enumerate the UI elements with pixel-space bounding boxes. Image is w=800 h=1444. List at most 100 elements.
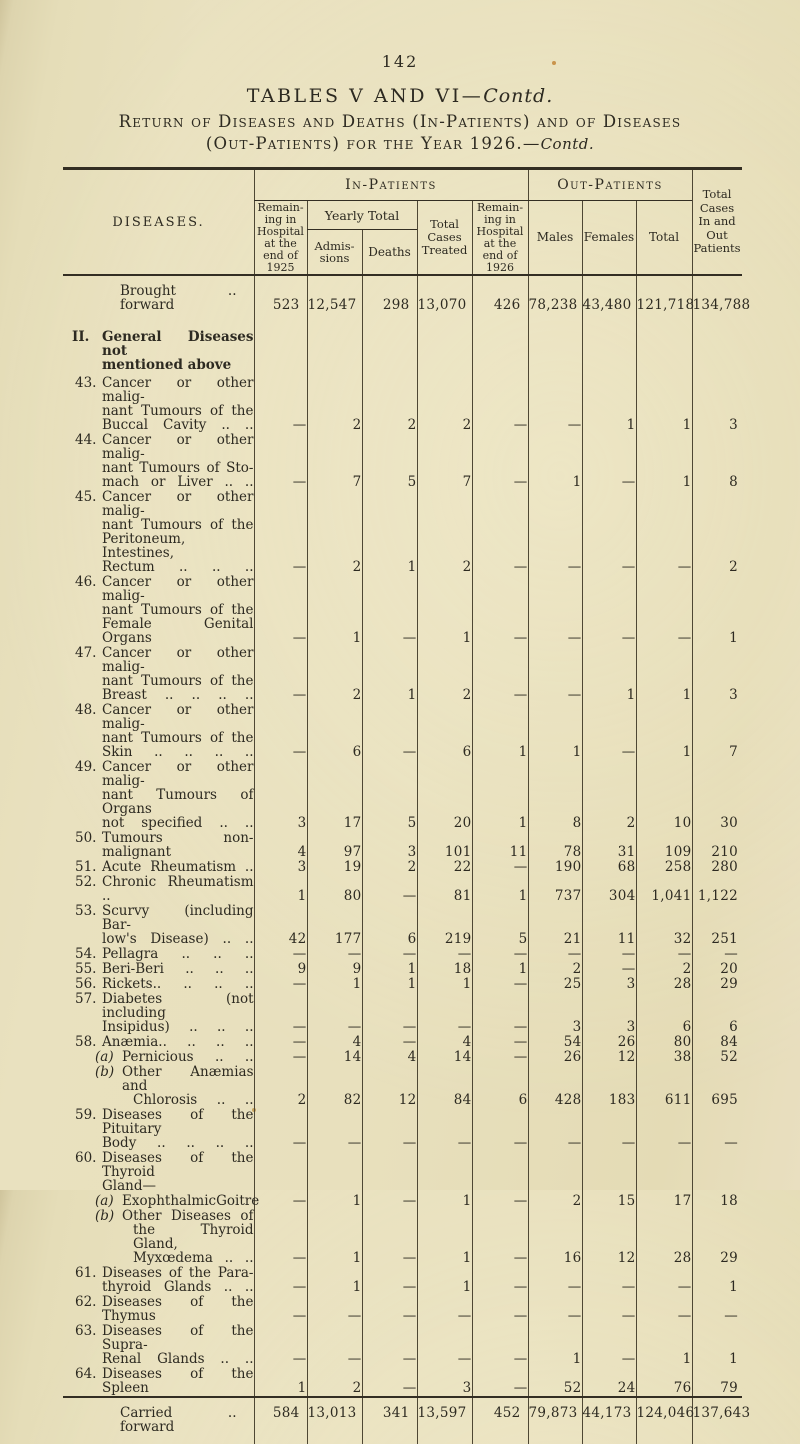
value-cell: 6: [306, 703, 362, 760]
disease-label: 61. Diseases of the Para-thyroid Glands .…: [75, 1265, 254, 1295]
disease-label: Carried forward..: [63, 1396, 254, 1444]
subtitle-contd: Contd.: [540, 135, 595, 153]
value-cell: 2: [361, 860, 417, 875]
value-cell: —: [361, 575, 417, 646]
table-row: 62. Diseases of the Thymus — — — — — — — — —: [63, 1295, 742, 1324]
table-row: 54. Pellagra .. .. .. — — — — — — — — —: [63, 947, 742, 962]
value-cell: 12: [581, 1050, 636, 1065]
diseases-table: DISEASES. In-Patients Out-Patients Remai…: [63, 167, 750, 1444]
disease-label: (b) Other Anæmias and Chlorosis .. ..: [95, 1064, 254, 1108]
value-cell: —: [416, 947, 472, 962]
value-cell: 80: [635, 1035, 692, 1050]
value-cell: —: [253, 1108, 307, 1151]
value-cell: 97: [306, 831, 362, 860]
col-header-males: Males: [536, 230, 574, 244]
column-divider: [362, 230, 363, 274]
value-cell: —: [471, 947, 528, 962]
disease-label: 45. Cancer or other malig-nant Tumours of…: [75, 489, 254, 575]
value-cell: —: [635, 575, 692, 646]
value-cell: —: [253, 575, 307, 646]
value-cell: —: [527, 575, 582, 646]
value-cell: 210: [691, 831, 742, 860]
value-cell: —: [581, 962, 636, 977]
disease-label: 64. Diseases of the Spleen: [75, 1366, 254, 1396]
table-row: 58. Anæmia.. .. .. .. —4—4—54 26 80 84: [63, 1035, 742, 1050]
value-cell: [361, 1151, 417, 1194]
value-cell: —: [253, 977, 307, 992]
col-header-deaths: Deaths: [368, 244, 411, 259]
disease-label: 48. Cancer or other malig-nant Tumours of…: [75, 702, 254, 760]
table-top-rule: [63, 167, 742, 170]
value-cell: —: [253, 646, 307, 703]
table-body: Brought forward.. 523 12,547 298 13,070 426 78…: [63, 276, 750, 1444]
table-row: (b) Other Diseases of the Thyroid Gland, My…: [63, 1209, 742, 1266]
value-cell: 25: [527, 977, 582, 992]
value-cell: —: [581, 1266, 636, 1295]
value-cell: —: [471, 1295, 528, 1324]
table-row: 60. Diseases of the Thyroid Gland—: [63, 1151, 742, 1194]
value-cell: 20: [691, 962, 742, 977]
value-cell: 1,041: [635, 875, 692, 904]
value-cell: 16: [527, 1209, 582, 1266]
table-row: 61. Diseases of the Para-thyroid Glands .…: [63, 1266, 742, 1295]
value-cell: [361, 325, 417, 376]
value-cell: 183: [581, 1065, 636, 1108]
value-cell: —: [471, 1050, 528, 1065]
value-cell: —: [471, 646, 528, 703]
value-cell: 1: [471, 962, 528, 977]
value-cell: 78: [527, 831, 582, 860]
value-cell: —: [527, 1266, 582, 1295]
value-cell: —: [253, 1324, 307, 1367]
value-cell: —: [471, 376, 528, 433]
page-title-main: TABLES V AND VI: [246, 85, 462, 107]
table-row: 45. Cancer or other malig-nant Tumours of…: [63, 490, 742, 575]
value-cell: —: [253, 1035, 307, 1050]
value-cell: 2: [416, 490, 472, 575]
table-row: 43. Cancer or other malig-nant Tumours of…: [63, 376, 742, 433]
value-cell: 7: [306, 433, 362, 490]
value-cell: —: [471, 977, 528, 992]
table-row: II. General Diseases not mentioned above: [63, 325, 742, 376]
value-cell: 2: [416, 376, 472, 433]
disease-label: 59. Diseases of the Pituitary Body .. .. .…: [75, 1107, 254, 1151]
value-cell: 1: [635, 376, 692, 433]
value-cell: 1: [416, 977, 472, 992]
value-cell: 14: [416, 1050, 472, 1065]
value-cell: 3: [527, 992, 582, 1035]
value-cell: —: [581, 703, 636, 760]
page-title-contd: Contd.: [483, 85, 554, 107]
value-cell: —: [635, 1266, 692, 1295]
value-cell: 2: [691, 490, 742, 575]
value-cell: 2: [416, 646, 472, 703]
value-cell: 428: [527, 1065, 582, 1108]
value-cell: 1: [691, 1266, 742, 1295]
disease-label: 58. Anæmia.. .. .. ..: [75, 1034, 254, 1050]
value-cell: 695: [691, 1065, 742, 1108]
value-cell: [471, 325, 528, 376]
value-cell: 52: [527, 1367, 582, 1397]
value-cell: —: [527, 947, 582, 962]
value-cell: —: [527, 376, 582, 433]
disease-label: 52. Chronic Rheumatism ..: [75, 874, 254, 904]
value-cell: —: [527, 1295, 582, 1324]
value-cell: 11: [581, 904, 636, 947]
value-cell: 1: [691, 575, 742, 646]
value-cell: —: [253, 376, 307, 433]
value-cell: 190: [527, 860, 582, 875]
value-cell: 1: [416, 1209, 472, 1266]
value-cell: 80: [306, 875, 362, 904]
value-cell: 38: [635, 1050, 692, 1065]
value-cell: —: [253, 1209, 307, 1266]
disease-label: 43. Cancer or other malig-nant Tumours of…: [75, 375, 254, 433]
value-cell: 2: [635, 962, 692, 977]
value-cell: 6: [471, 1065, 528, 1108]
value-cell: 1: [306, 1266, 362, 1295]
value-cell: 1: [306, 1209, 362, 1266]
value-cell: —: [471, 1194, 528, 1209]
value-cell: 4: [306, 1035, 362, 1050]
value-cell: 21: [527, 904, 582, 947]
value-cell: 1: [581, 646, 636, 703]
value-cell: 8: [527, 760, 582, 831]
value-cell: —: [471, 1324, 528, 1367]
